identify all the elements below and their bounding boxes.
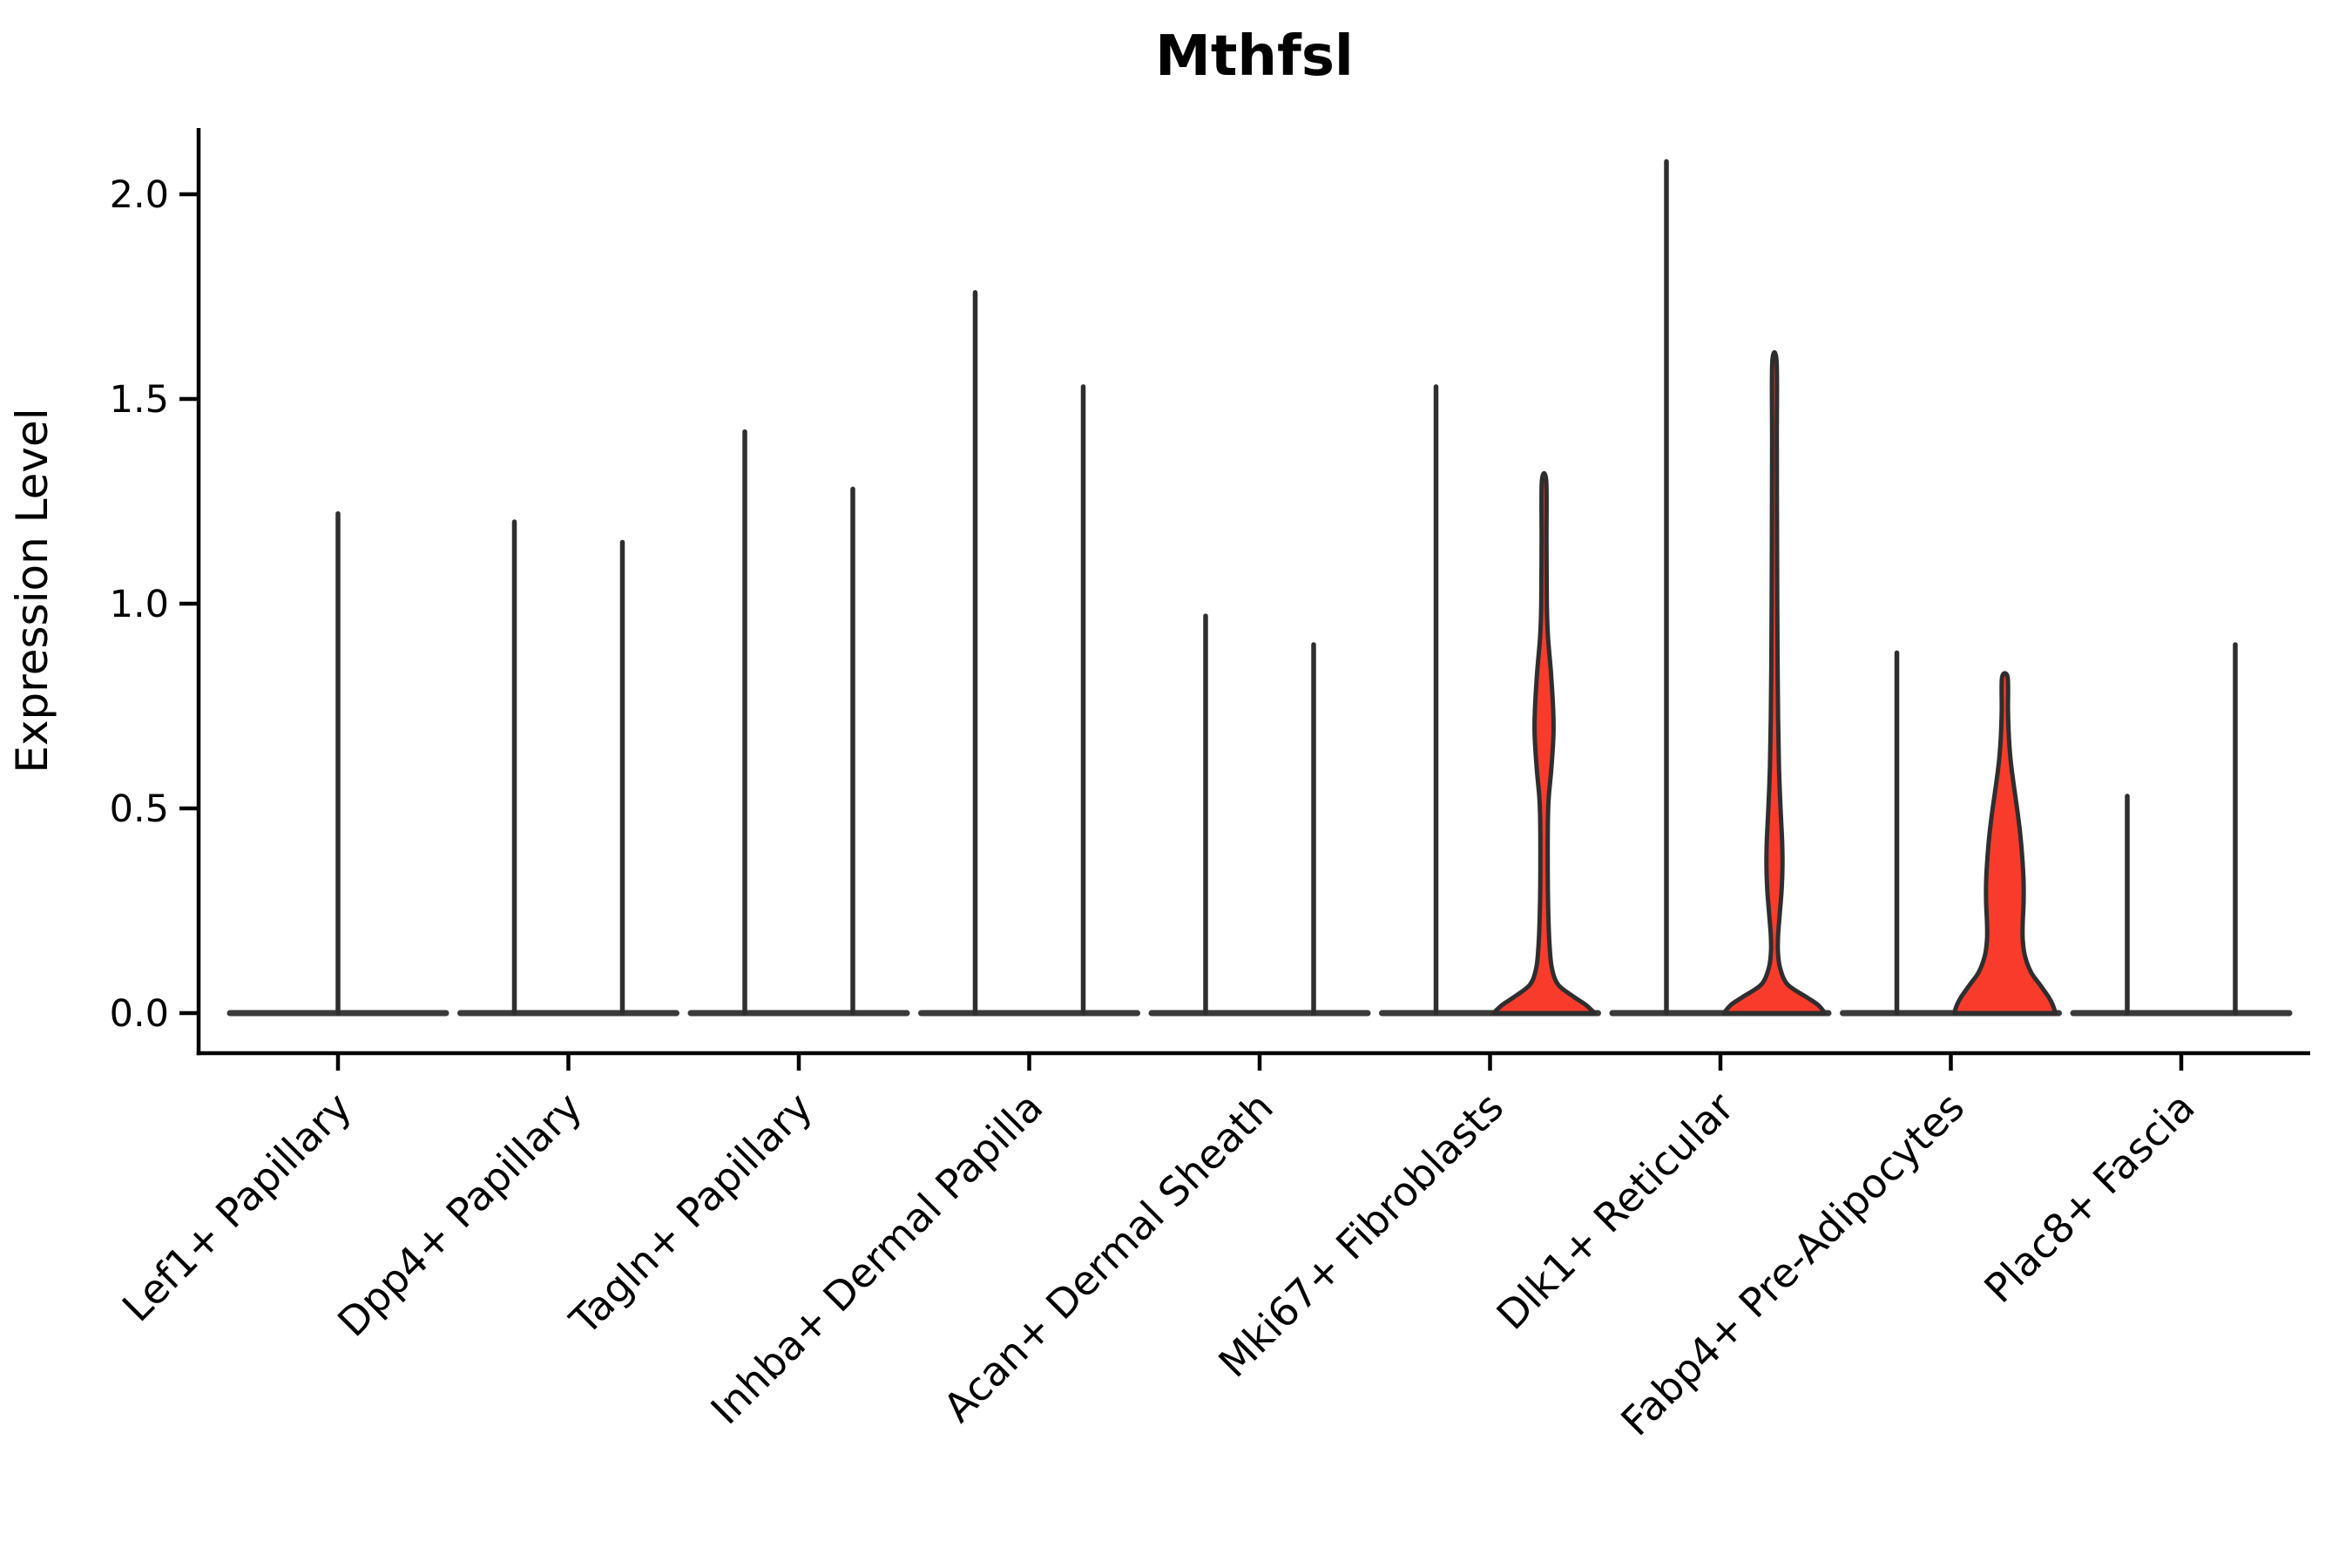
y-tick-label-1.0: 1.0: [110, 583, 169, 626]
x-tick-label-lef1-papillary: Lef1+ Papillary: [113, 1084, 361, 1331]
chart-title: Mthfsl: [1155, 24, 1354, 89]
y-tick-label-1.5: 1.5: [110, 378, 169, 422]
y-tick-label-0.5: 0.5: [110, 787, 169, 831]
violin-dlk1-reticular-right: [1721, 350, 1828, 1016]
y-axis-label: Expression Level: [7, 408, 57, 773]
violin-fabp4-pre-adipocytes-right: [1952, 671, 2058, 1016]
violins-layer: [226, 159, 2293, 1017]
x-tick-label-plac8-fascia: Plac8+ Fascia: [1975, 1084, 2203, 1312]
violin-mki67-fibroblasts-right: [1491, 470, 1597, 1016]
y-tick-label-0.0: 0.0: [110, 992, 169, 1036]
x-tick-label-tagln-papillary: Tagln+ Papillary: [560, 1084, 821, 1345]
y-tick-label-2.0: 2.0: [110, 173, 169, 217]
x-tick-label-dpp4-papillary: Dpp4+ Papillary: [328, 1084, 591, 1346]
x-tick-label-dlk1-reticular: Dlk1+ Reticular: [1488, 1084, 1743, 1339]
